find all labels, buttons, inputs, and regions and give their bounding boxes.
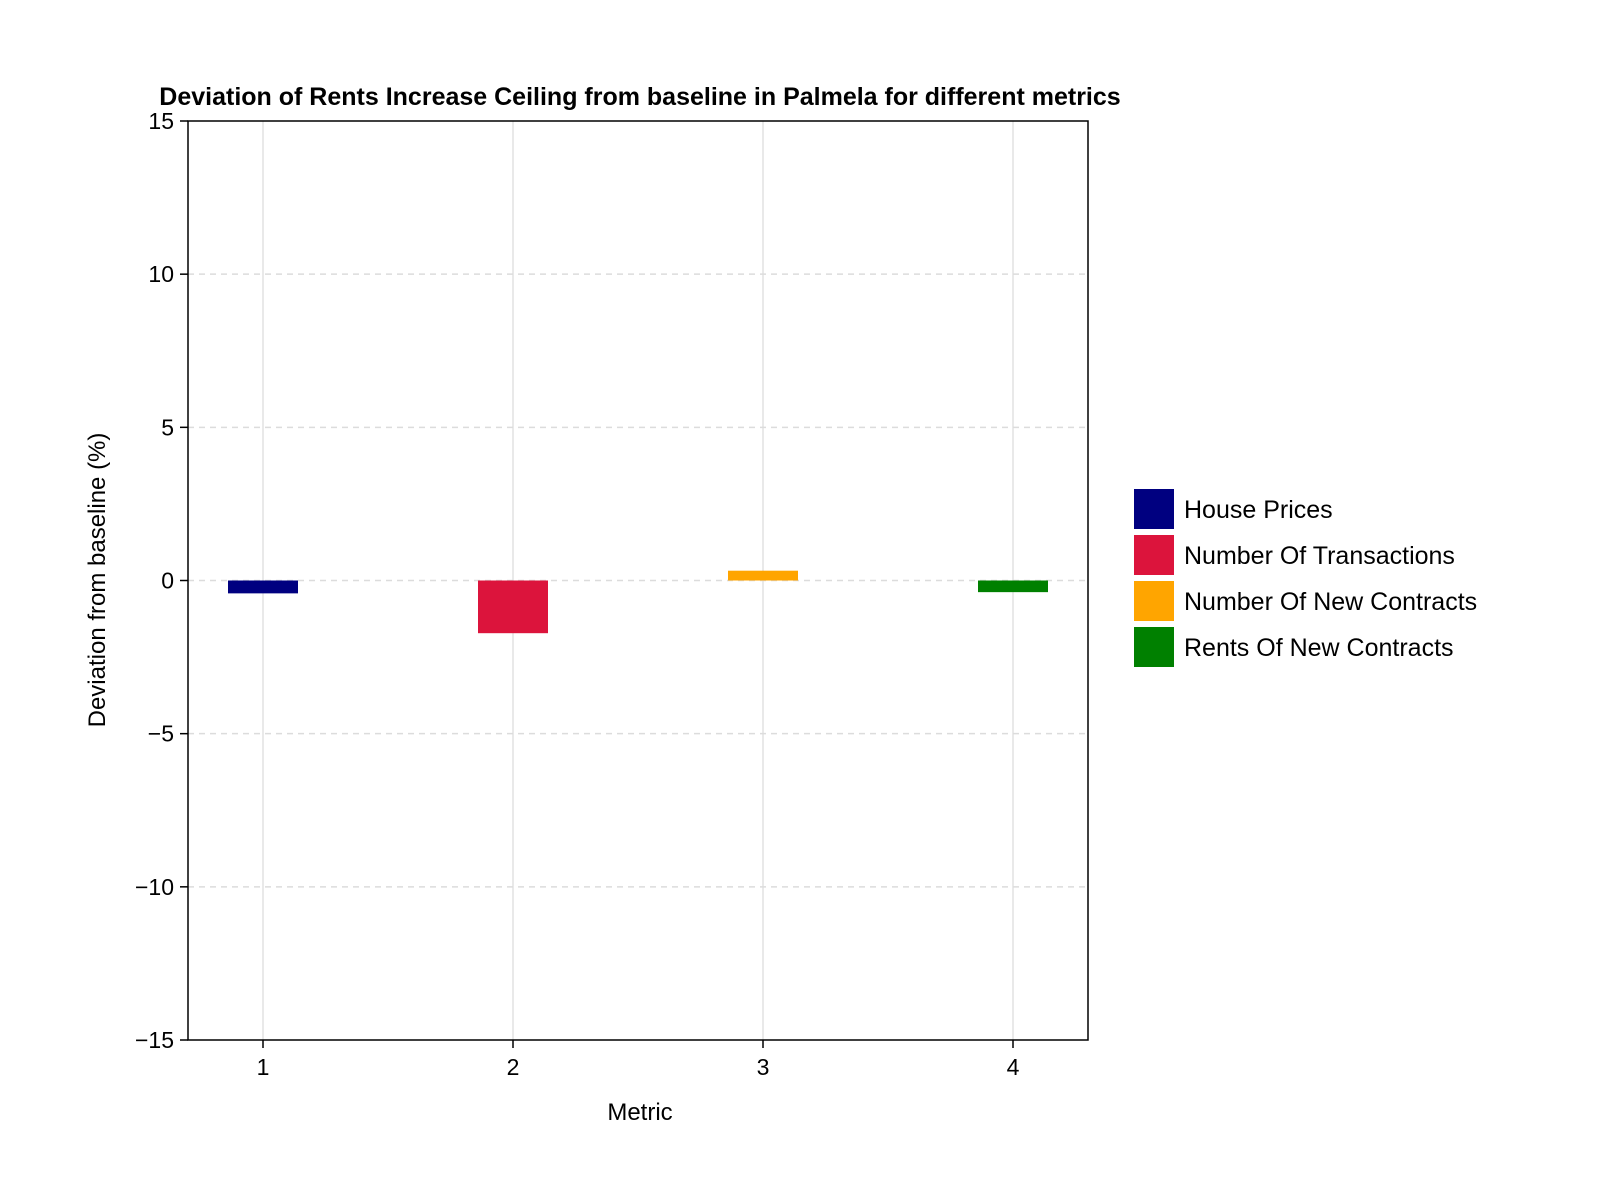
y-tick-label: 0 [161, 568, 174, 594]
legend-label: Number Of New Contracts [1184, 588, 1477, 616]
y-tick-label: −5 [148, 721, 174, 747]
y-tick-label: 10 [148, 261, 174, 287]
legend: House Prices Number Of Transactions Number… [1134, 489, 1477, 667]
legend-label: Number Of Transactions [1184, 542, 1455, 570]
grid [188, 121, 1088, 1040]
bars [228, 570, 1048, 634]
x-axis: 1 2 3 4 [257, 1040, 1020, 1080]
bar-1 [228, 580, 298, 594]
legend-swatch [1134, 535, 1174, 575]
legend-swatch [1134, 581, 1174, 621]
y-tick-label: −10 [135, 874, 174, 900]
legend-label: House Prices [1184, 496, 1333, 524]
legend-swatch [1134, 489, 1174, 529]
y-tick-label: −15 [135, 1027, 174, 1053]
legend-swatch [1134, 627, 1174, 667]
x-tick-label: 2 [507, 1054, 520, 1080]
y-axis: −15 −10 −5 0 5 10 15 [135, 108, 188, 1053]
bar-3 [728, 570, 798, 581]
bar-2 [478, 580, 548, 634]
x-tick-label: 4 [1007, 1054, 1020, 1080]
legend-label: Rents Of New Contracts [1184, 634, 1454, 662]
x-axis-label: Metric [607, 1099, 672, 1126]
y-tick-label: 5 [161, 414, 174, 440]
y-axis-label: Deviation from baseline (%) [84, 433, 111, 728]
bar-4 [978, 580, 1048, 593]
x-tick-label: 3 [757, 1054, 770, 1080]
chart-title: Deviation of Rents Increase Ceiling from… [159, 83, 1120, 111]
x-tick-label: 1 [257, 1054, 270, 1080]
y-tick-label: 15 [148, 108, 174, 134]
